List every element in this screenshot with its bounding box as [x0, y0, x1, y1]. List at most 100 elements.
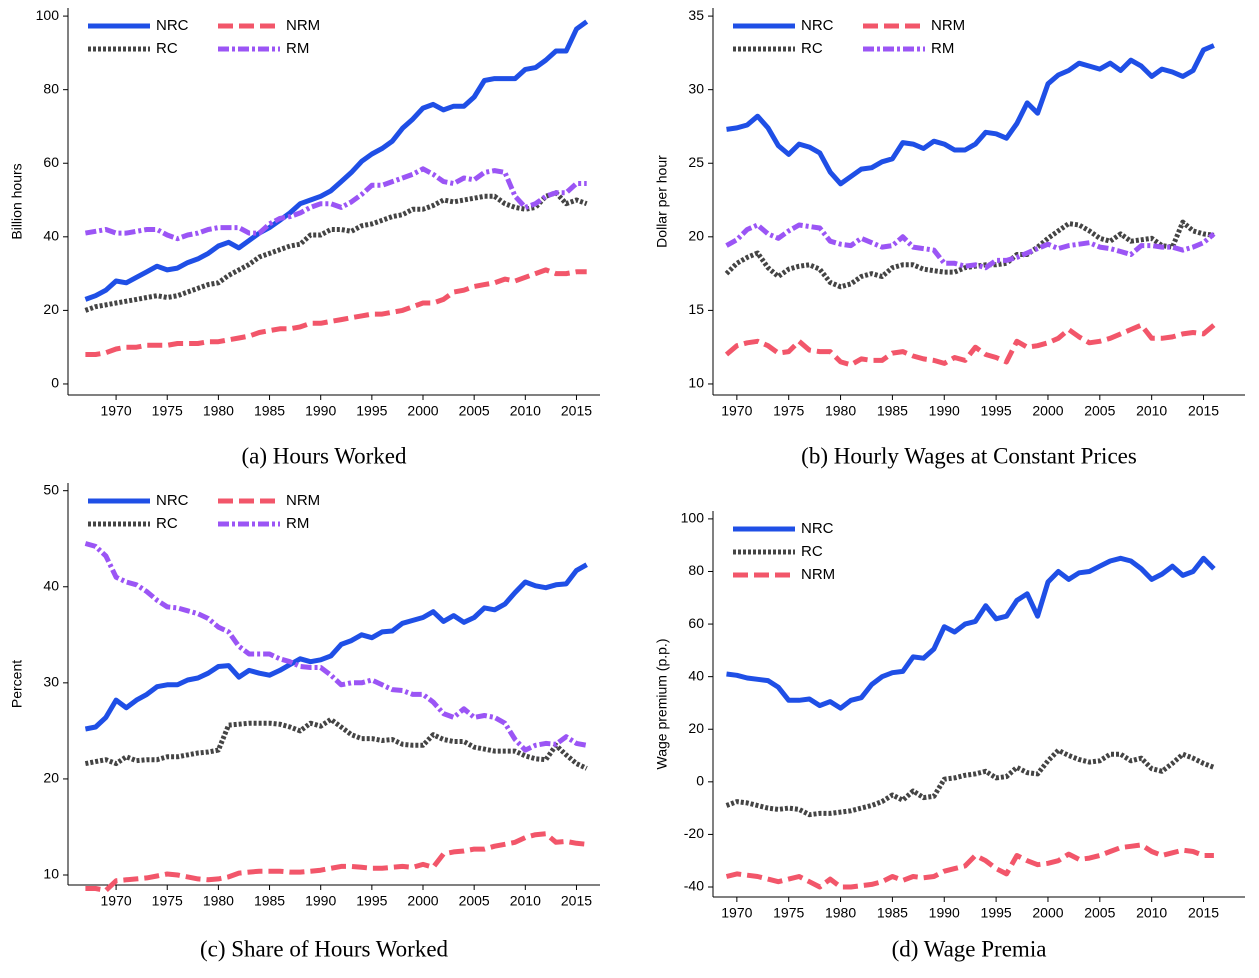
series-line	[726, 555, 1216, 711]
x-tick-label: 2015	[561, 403, 592, 419]
x-tick-label: 2000	[407, 893, 438, 909]
series-line	[84, 541, 588, 753]
y-tick-label: 10	[43, 866, 59, 882]
x-tick-label: 1985	[877, 905, 908, 921]
x-tick-label: 1980	[203, 893, 234, 909]
panel: 10 15 20 25 30 35 1970 1975 1980 1985 1990 1995 2000…	[654, 7, 1245, 468]
y-tick-label: 20	[688, 720, 704, 736]
y-tick-label: 20	[43, 770, 59, 786]
y-tick-label: 80	[43, 80, 59, 96]
series-line	[85, 267, 587, 357]
x-tick-label: 1980	[825, 403, 856, 419]
y-tick-label: 100	[36, 7, 60, 23]
x-tick-label: 1985	[254, 403, 285, 419]
y-tick-label: 15	[688, 301, 704, 317]
legend-label: RC	[156, 515, 178, 532]
series-line	[726, 43, 1215, 187]
y-tick-label: 50	[43, 481, 59, 497]
x-tick-label: 1975	[152, 893, 183, 909]
x-tick-label: 1995	[356, 893, 387, 909]
legend-label: RC	[801, 543, 823, 560]
y-axis-label: Billion hours	[9, 163, 25, 239]
y-tick-label: 25	[688, 154, 704, 170]
y-tick-label: -20	[684, 825, 704, 841]
legend-label: NRC	[801, 520, 834, 537]
legend-label: NRM	[286, 492, 320, 509]
x-tick-label: 1985	[254, 893, 285, 909]
y-tick-label: 80	[688, 562, 704, 578]
y-tick-label: 60	[43, 154, 59, 170]
x-tick-label: 1990	[305, 403, 336, 419]
x-tick-label: 1990	[929, 403, 960, 419]
y-tick-label: 0	[696, 773, 704, 789]
y-tick-label: 40	[43, 577, 59, 593]
y-tick-label: 40	[43, 228, 59, 244]
x-tick-label: 1970	[721, 905, 752, 921]
y-tick-label: 40	[688, 667, 704, 683]
y-axis-label: Dollar per hour	[654, 155, 670, 248]
caption: (d) Wage Premia	[892, 936, 1047, 961]
series-line	[84, 562, 588, 732]
x-tick-label: 2010	[1136, 403, 1167, 419]
x-tick-label: 2015	[1188, 905, 1219, 921]
x-tick-label: 1995	[356, 403, 387, 419]
series-line	[725, 842, 1214, 890]
panel: 0 20 40 60 80 100 1970 1975 1980 1985 1990 1995 2000…	[9, 7, 600, 468]
caption: (a) Hours Worked	[241, 443, 407, 468]
series-line	[84, 19, 589, 302]
x-tick-label: 2010	[510, 403, 541, 419]
x-tick-label: 2005	[1084, 403, 1115, 419]
y-axis-label: Wage premium (p.p.)	[654, 639, 670, 770]
x-tick-label: 1975	[773, 403, 804, 419]
y-tick-label: 20	[688, 228, 704, 244]
x-tick-label: 2000	[1032, 905, 1063, 921]
x-tick-label: 2000	[1032, 403, 1063, 419]
caption: (c) Share of Hours Worked	[200, 936, 449, 961]
x-tick-label: 1975	[773, 905, 804, 921]
y-tick-label: 35	[688, 7, 704, 23]
x-tick-label: 2010	[1136, 905, 1167, 921]
legend-label: NRM	[286, 17, 320, 34]
y-tick-label: 30	[43, 674, 59, 690]
x-tick-label: 1975	[152, 403, 183, 419]
y-tick-label: 20	[43, 301, 59, 317]
x-tick-label: 1970	[721, 403, 752, 419]
legend-label: NRM	[801, 566, 835, 583]
legend-label: NRC	[801, 17, 834, 34]
x-tick-label: 1980	[203, 403, 234, 419]
series-line	[84, 166, 587, 242]
x-tick-label: 2010	[510, 893, 541, 909]
y-axis-label: Percent	[9, 660, 25, 708]
x-tick-label: 1970	[101, 893, 132, 909]
x-tick-label: 1995	[981, 905, 1012, 921]
legend-label: RM	[931, 40, 954, 57]
series-line	[724, 219, 1215, 290]
y-tick-label: 100	[681, 510, 705, 526]
y-tick-label: -40	[684, 878, 704, 894]
x-tick-label: 1990	[929, 905, 960, 921]
x-tick-label: 1980	[825, 905, 856, 921]
x-tick-label: 1995	[981, 403, 1012, 419]
legend-label: NRC	[156, 17, 189, 34]
y-tick-label: 0	[51, 375, 59, 391]
x-tick-label: 1970	[101, 403, 132, 419]
series-line	[84, 716, 588, 771]
y-tick-label: 30	[688, 80, 704, 96]
x-tick-label: 2005	[1084, 905, 1115, 921]
x-tick-label: 2005	[459, 893, 490, 909]
legend-label: RC	[156, 40, 178, 57]
x-tick-label: 2015	[561, 893, 592, 909]
y-tick-label: 60	[688, 615, 704, 631]
series-line	[725, 747, 1215, 818]
series-line	[85, 831, 587, 893]
x-tick-label: 1985	[877, 403, 908, 419]
y-tick-label: 10	[688, 375, 704, 391]
x-tick-label: 2015	[1188, 403, 1219, 419]
x-tick-label: 2005	[459, 403, 490, 419]
legend-label: RM	[286, 515, 309, 532]
series-line	[724, 322, 1216, 368]
legend-label: NRM	[931, 17, 965, 34]
x-tick-label: 1990	[305, 893, 336, 909]
x-tick-label: 2000	[407, 403, 438, 419]
